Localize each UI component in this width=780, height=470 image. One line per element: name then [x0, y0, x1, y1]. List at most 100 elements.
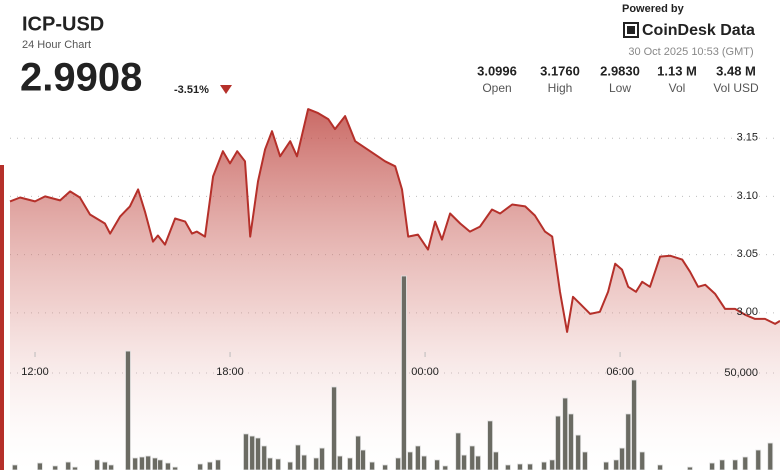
- stat-value: 3.1760: [540, 63, 580, 78]
- volume-bar: [249, 435, 256, 470]
- volume-bar: [407, 451, 414, 470]
- volume-bar: [94, 459, 101, 470]
- chart-title: ICP-USD: [22, 13, 104, 35]
- subtitle: 24 Hour Chart: [22, 39, 91, 51]
- volume-bar: [505, 464, 511, 470]
- x-tick-label: 12:00: [21, 366, 49, 378]
- volume-bar: [360, 449, 366, 470]
- volume-bar: [767, 442, 774, 470]
- edge-accent: [0, 165, 4, 470]
- brand-icon: [623, 22, 639, 38]
- volume-bar: [215, 459, 221, 470]
- volume-bar: [625, 413, 632, 470]
- volume-bar: [355, 435, 362, 470]
- volume-bar: [313, 457, 320, 470]
- volume-bar: [319, 447, 325, 470]
- stat-value: 1.13 M: [657, 63, 697, 78]
- stat-value: 3.48 M: [716, 63, 756, 78]
- volume-bar: [347, 457, 353, 470]
- y-tick-label: 3.10: [737, 190, 758, 202]
- volume-bar: [732, 459, 739, 470]
- stat-label: High: [548, 81, 573, 95]
- volume-bar: [527, 463, 533, 470]
- volume-bar: [255, 437, 261, 470]
- volume-bar: [415, 445, 421, 470]
- volume-bar: [631, 379, 637, 470]
- volume-bar: [619, 447, 625, 470]
- volume-bar: [568, 413, 574, 470]
- volume-bar: [157, 459, 164, 470]
- stat-label: Vol: [669, 81, 686, 95]
- volume-bar: [613, 459, 620, 470]
- y-tick-label: 3.05: [737, 248, 758, 260]
- volume-bar: [152, 457, 158, 470]
- stat-label: Low: [609, 81, 631, 95]
- volume-bar: [395, 457, 401, 470]
- timestamp: 30 Oct 2025 10:53 (GMT): [628, 46, 753, 58]
- volume-bar: [562, 397, 569, 470]
- volume-bar: [65, 461, 72, 470]
- volume-bar: [337, 455, 343, 470]
- volume-bar: [261, 445, 268, 470]
- volume-bar: [487, 420, 493, 470]
- volume-bar: [52, 465, 59, 470]
- brand: CoinDesk Data: [642, 22, 755, 39]
- price-line: [9, 108, 780, 333]
- volume-bar: [301, 454, 308, 470]
- volume-bar: [102, 461, 108, 470]
- y2-tick-label: 50,000: [724, 367, 758, 379]
- volume-bar: [287, 461, 294, 470]
- x-tick-label: 18:00: [216, 366, 244, 378]
- stat-label: Vol USD: [713, 81, 759, 95]
- volume-bar: [709, 462, 715, 470]
- volume-bar: [541, 461, 547, 470]
- volume-bar: [719, 459, 726, 470]
- volume-bar: [755, 449, 762, 470]
- down-arrow: [220, 85, 232, 94]
- volume-bar: [461, 454, 467, 470]
- volume-bar: [582, 451, 588, 470]
- volume-bar: [421, 455, 427, 470]
- x-tick-label: 06:00: [606, 366, 634, 378]
- volume-bar: [493, 451, 499, 470]
- y-tick-label: 3.15: [737, 132, 758, 144]
- volume-bar: [657, 464, 663, 470]
- price: 2.9908: [20, 56, 142, 100]
- volume-bar: [331, 386, 337, 470]
- volume-bar: [517, 463, 523, 470]
- volume-bar: [37, 462, 43, 470]
- volume-bar: [382, 464, 388, 470]
- y-tick-label: 3.00: [737, 306, 758, 318]
- volume-bar: [267, 457, 273, 470]
- volume-bar: [369, 461, 375, 470]
- volume-bar: [742, 456, 749, 470]
- volume-bar: [206, 461, 213, 470]
- volume-bar: [639, 451, 646, 470]
- volume-bar: [243, 433, 249, 470]
- volume-bar: [145, 455, 152, 470]
- volume-bar: [401, 275, 407, 470]
- plot-area: [9, 108, 780, 470]
- volume-bar: [125, 350, 131, 470]
- volume-bar: [275, 458, 282, 470]
- volume-bar: [197, 463, 204, 470]
- volume-bar: [165, 462, 171, 470]
- volume-bar: [475, 455, 481, 470]
- stat-value: 2.9830: [600, 63, 640, 78]
- volume-bar: [434, 459, 440, 470]
- volume-bar: [603, 461, 610, 470]
- volume-bar: [442, 465, 449, 470]
- price-area: [10, 109, 780, 470]
- volume-bar: [295, 444, 301, 470]
- volume-bar: [11, 464, 18, 470]
- change: -3.51%: [174, 84, 209, 96]
- volume-bar: [108, 464, 114, 470]
- stat-label: Open: [482, 81, 511, 95]
- stat-value: 3.0996: [477, 63, 517, 78]
- powered-by: Powered by: [622, 3, 685, 15]
- volume-bar: [549, 459, 556, 470]
- volume-bar: [469, 445, 476, 470]
- volume-bar: [139, 456, 145, 470]
